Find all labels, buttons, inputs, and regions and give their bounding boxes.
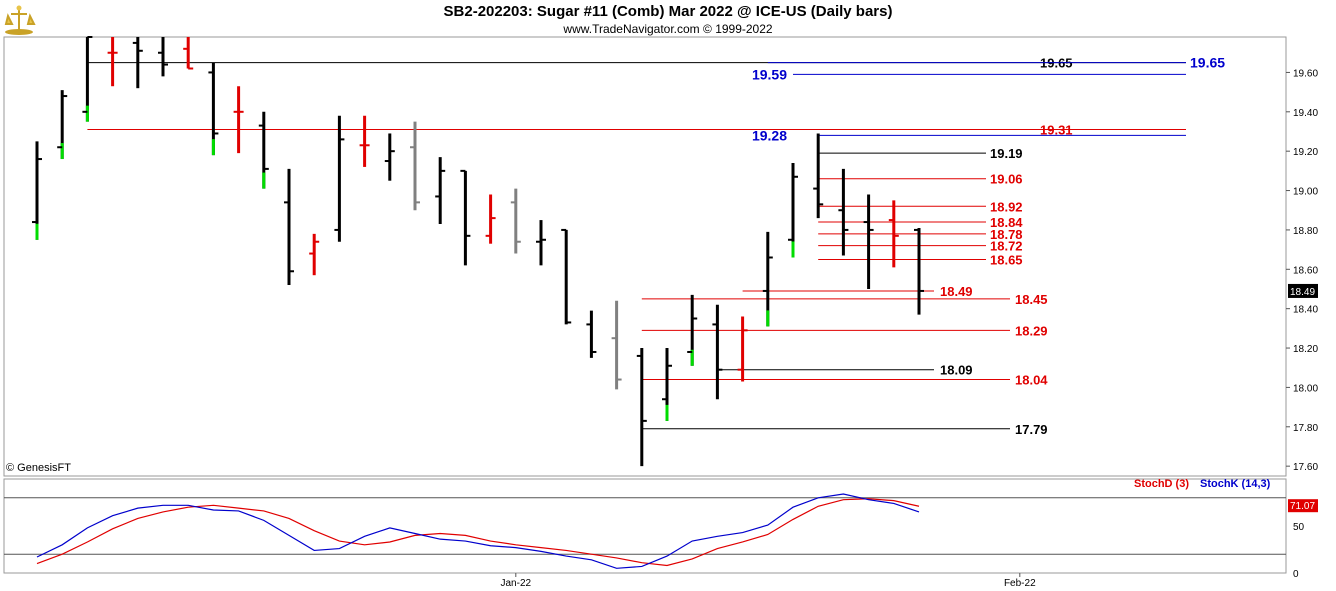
stoch-d-last-label: 71.07 — [1290, 501, 1315, 512]
stoch-k-legend: StochK (14,3) — [1200, 478, 1271, 490]
price-axis-label: 19.20 — [1293, 147, 1318, 158]
price-axis-label: 18.80 — [1293, 226, 1318, 237]
level-label: 18.09 — [940, 363, 973, 378]
ohlc-bar — [460, 169, 471, 266]
level-label: 18.04 — [1015, 373, 1048, 388]
stoch-panel-frame — [3, 478, 1287, 574]
ohlc-bar — [762, 231, 773, 327]
level-label: 19.28 — [752, 127, 787, 143]
ohlc-bar — [561, 228, 572, 325]
ohlc-bar — [536, 220, 546, 266]
level-label: 18.92 — [990, 199, 1023, 214]
x-axis-label: Jan-22 — [501, 578, 532, 589]
ohlc-bar — [359, 115, 370, 167]
level-label: 18.45 — [1015, 292, 1048, 307]
ohlc-bar — [662, 348, 672, 421]
ohlc-bar — [838, 168, 849, 256]
level-label: 18.84 — [990, 215, 1023, 230]
price-axis-label: 17.60 — [1293, 462, 1318, 473]
ohlc-bar — [309, 233, 320, 276]
ohlc-bar — [485, 194, 496, 244]
ohlc-bar — [183, 37, 194, 70]
level-label: 19.65 — [1190, 55, 1225, 71]
level-label: 17.79 — [1015, 422, 1048, 437]
ohlc-bar — [888, 200, 899, 268]
ohlc-bar — [384, 133, 395, 181]
price-axis-label: 18.20 — [1293, 344, 1318, 355]
level-label: 19.59 — [752, 66, 787, 82]
ohlc-bar — [788, 162, 798, 258]
ohlc-bar — [914, 227, 924, 315]
level-label: 19.06 — [990, 172, 1023, 187]
ohlc-bar — [435, 157, 446, 225]
level-label: 18.29 — [1015, 323, 1048, 338]
stoch-axis-label: 50 — [1293, 522, 1305, 533]
ohlc-bar — [410, 121, 420, 211]
stoch-axis-label: 0 — [1293, 569, 1299, 580]
ohlc-bar — [107, 37, 118, 87]
ohlc-bar — [57, 90, 68, 160]
price-axis-label: 17.80 — [1293, 423, 1318, 434]
price-axis-label: 19.60 — [1293, 68, 1318, 79]
ohlc-bar — [586, 310, 597, 358]
ohlc-bar — [863, 194, 874, 289]
price-axis-label: 18.40 — [1293, 305, 1318, 316]
ohlc-bar — [32, 141, 42, 240]
ohlc-bar — [636, 348, 647, 467]
stoch-d-line — [36, 498, 920, 567]
genesis-copyright: © GenesisFT — [6, 462, 71, 474]
ohlc-bar — [132, 37, 143, 89]
last-price-label: 18.49 — [1290, 287, 1315, 298]
ohlc-bar — [611, 300, 622, 390]
level-label: 19.19 — [990, 146, 1023, 161]
level-label: 18.78 — [990, 227, 1023, 242]
ohlc-bar — [737, 316, 748, 382]
trade-navigator-logo-icon — [4, 5, 36, 35]
ohlc-bar — [712, 304, 723, 400]
price-axis-label: 18.00 — [1293, 383, 1318, 394]
ohlc-bar — [208, 62, 219, 156]
stoch-d-legend: StochD (3) — [1134, 478, 1189, 490]
ohlc-bar — [82, 36, 93, 122]
ohlc-bar — [233, 86, 244, 154]
chart-subtitle: www.TradeNavigator.com © 1999-2022 — [563, 22, 773, 36]
price-axis-label: 18.60 — [1293, 265, 1318, 276]
price-axis-label: 19.40 — [1293, 108, 1318, 119]
ohlc-bar — [284, 168, 294, 286]
ohlc-bar — [687, 294, 698, 366]
level-label: 18.72 — [990, 239, 1023, 254]
last-price-tag — [1288, 283, 1318, 298]
level-label: 19.31 — [1040, 123, 1073, 138]
ohlc-bar — [158, 37, 168, 77]
price-axis-label: 19.00 — [1293, 187, 1318, 198]
stoch-k-line — [36, 493, 920, 569]
x-axis-label: Feb-22 — [1004, 578, 1036, 589]
ohlc-bar — [813, 133, 824, 219]
ohlc-bar — [334, 115, 345, 242]
chart-title: SB2-202203: Sugar #11 (Comb) Mar 2022 @ … — [443, 3, 893, 20]
level-label: 18.65 — [990, 252, 1023, 267]
stoch-d-last-tag — [1288, 499, 1318, 513]
ohlc-bar — [258, 111, 269, 189]
ohlc-bar — [510, 188, 521, 254]
level-label: 18.49 — [940, 284, 973, 299]
price-panel-frame — [3, 36, 1287, 477]
